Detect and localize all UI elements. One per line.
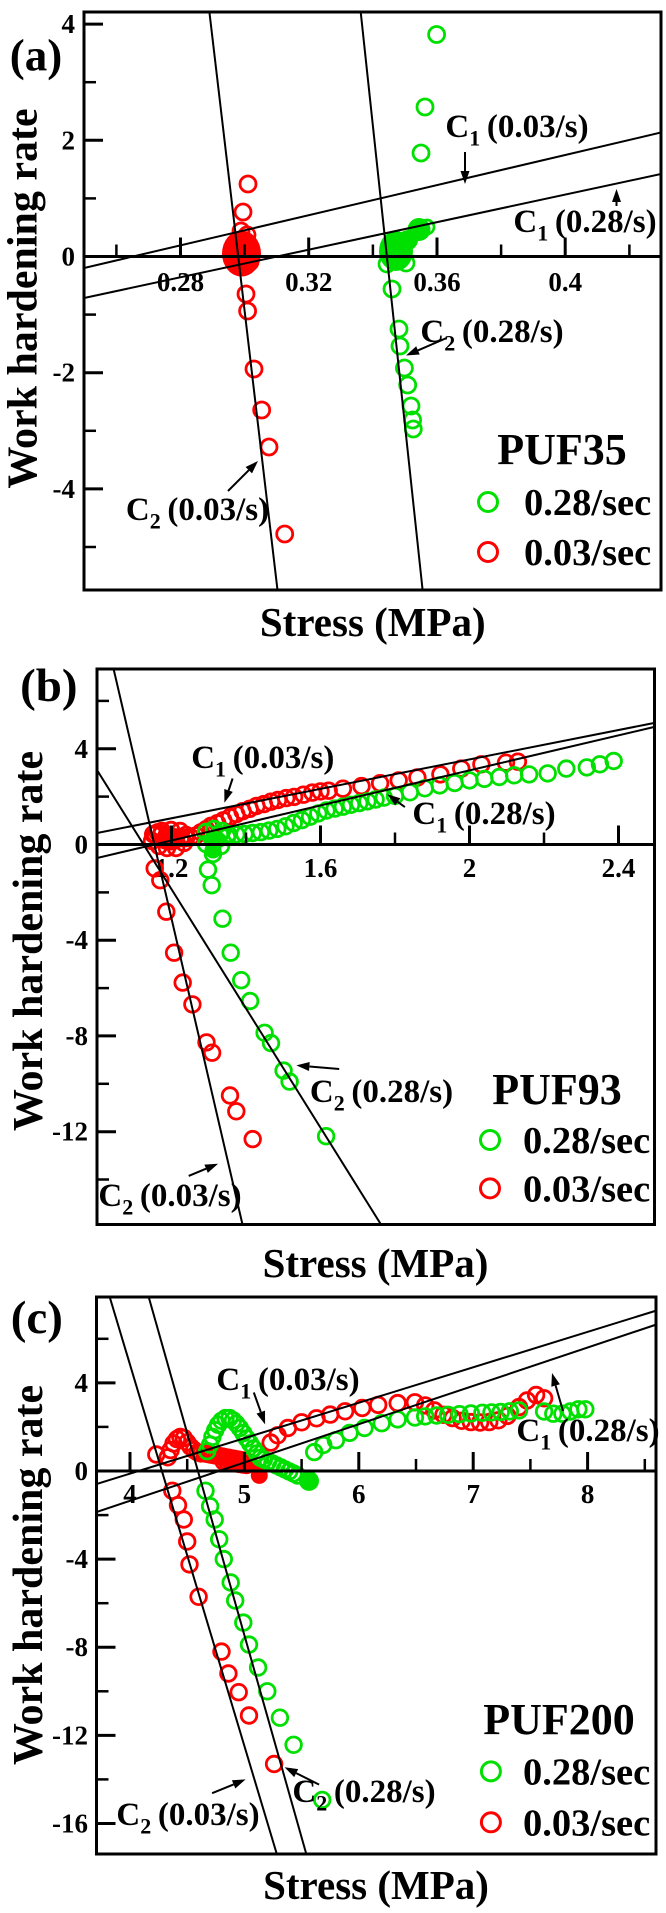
- svg-text:PUF200: PUF200: [483, 1695, 635, 1744]
- svg-text:0.28: 0.28: [157, 267, 204, 297]
- svg-text:4: 4: [75, 734, 89, 764]
- svg-text:-8: -8: [66, 1021, 89, 1051]
- svg-text:4: 4: [62, 9, 76, 39]
- svg-text:4: 4: [123, 1479, 137, 1509]
- svg-text:6: 6: [352, 1479, 366, 1509]
- svg-text:C1 (0.03/s): C1 (0.03/s): [445, 109, 588, 151]
- svg-text:0.28/sec: 0.28/sec: [523, 1751, 650, 1793]
- svg-text:PUF93: PUF93: [492, 1065, 622, 1114]
- svg-text:-12: -12: [52, 1720, 88, 1750]
- svg-text:0.32: 0.32: [285, 267, 332, 297]
- svg-text:5: 5: [238, 1479, 252, 1509]
- svg-text:Work hardening rate: Work hardening rate: [1, 108, 47, 488]
- svg-text:0.4: 0.4: [548, 267, 582, 297]
- svg-text:2.4: 2.4: [602, 853, 636, 883]
- svg-text:Work hardening rate: Work hardening rate: [6, 751, 52, 1131]
- svg-text:Stress (MPa): Stress (MPa): [263, 1240, 489, 1286]
- svg-text:C1 (0.28/s): C1 (0.28/s): [513, 204, 656, 246]
- svg-text:0: 0: [75, 1456, 89, 1486]
- svg-text:C2 (0.28/s): C2 (0.28/s): [310, 1074, 453, 1116]
- svg-text:Stress (MPa): Stress (MPa): [263, 1862, 489, 1908]
- svg-text:Stress (MPa): Stress (MPa): [260, 599, 486, 645]
- svg-text:1.6: 1.6: [304, 853, 338, 883]
- svg-text:-4: -4: [66, 925, 89, 955]
- svg-text:2: 2: [62, 125, 76, 155]
- svg-text:C1 (0.28/s): C1 (0.28/s): [412, 796, 555, 838]
- svg-text:(c): (c): [11, 1292, 63, 1344]
- svg-text:C2 (0.28/s): C2 (0.28/s): [292, 1774, 435, 1816]
- svg-text:0.03/sec: 0.03/sec: [523, 1802, 650, 1844]
- svg-text:0.28/sec: 0.28/sec: [524, 482, 651, 524]
- svg-text:0.03/sec: 0.03/sec: [523, 1168, 650, 1210]
- svg-text:4: 4: [75, 1368, 89, 1398]
- svg-text:-16: -16: [52, 1809, 88, 1839]
- svg-text:0.36: 0.36: [413, 267, 460, 297]
- svg-text:(b): (b): [20, 660, 77, 712]
- svg-text:-12: -12: [52, 1117, 88, 1147]
- svg-text:7: 7: [466, 1479, 480, 1509]
- svg-text:PUF35: PUF35: [497, 425, 627, 474]
- svg-text:C1 (0.03/s): C1 (0.03/s): [191, 740, 334, 782]
- svg-text:(a): (a): [10, 31, 62, 81]
- svg-text:0: 0: [62, 242, 76, 272]
- svg-text:0.28/sec: 0.28/sec: [523, 1120, 650, 1162]
- svg-text:C2 (0.03/s): C2 (0.03/s): [98, 1178, 241, 1220]
- svg-text:0.03/sec: 0.03/sec: [524, 532, 651, 574]
- svg-text:-4: -4: [66, 1544, 89, 1574]
- svg-text:C1 (0.03/s): C1 (0.03/s): [216, 1362, 359, 1404]
- svg-text:C2 (0.28/s): C2 (0.28/s): [420, 314, 563, 356]
- svg-text:-4: -4: [53, 474, 76, 504]
- svg-text:C1 (0.28/s): C1 (0.28/s): [516, 1413, 659, 1455]
- svg-text:-8: -8: [66, 1632, 89, 1662]
- svg-text:C2 (0.03/s): C2 (0.03/s): [126, 492, 269, 534]
- svg-text:2: 2: [463, 853, 477, 883]
- svg-text:-2: -2: [53, 358, 76, 388]
- svg-text:C2 (0.03/s): C2 (0.03/s): [116, 1797, 259, 1839]
- svg-text:8: 8: [581, 1479, 595, 1509]
- svg-text:0: 0: [75, 830, 89, 860]
- svg-text:Work hardening rate: Work hardening rate: [6, 1385, 52, 1765]
